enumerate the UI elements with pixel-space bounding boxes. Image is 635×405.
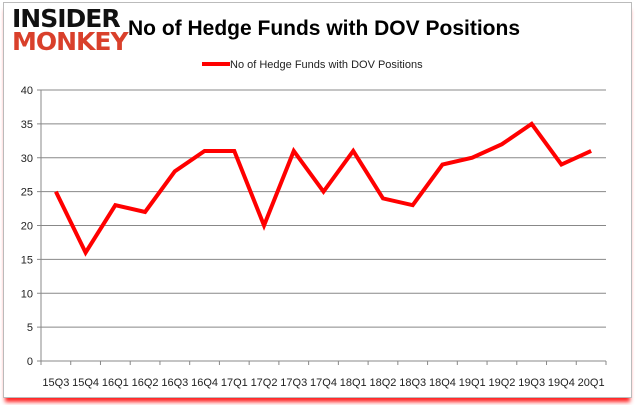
x-tick-label: 18Q3 — [399, 377, 426, 389]
x-tick-label: 17Q2 — [251, 377, 278, 389]
x-tick-label: 18Q4 — [429, 377, 456, 389]
x-tick-label: 17Q4 — [310, 377, 337, 389]
x-tick-label: 19Q2 — [488, 377, 515, 389]
x-tick-label: 16Q1 — [102, 377, 129, 389]
series-line — [54, 121, 592, 257]
x-tick-label: 19Q4 — [548, 377, 575, 389]
x-tick-label: 19Q3 — [518, 377, 545, 389]
chart-title: No of Hedge Funds with DOV Positions — [128, 17, 520, 40]
y-tick-label: 30 — [21, 153, 33, 165]
legend-label: No of Hedge Funds with DOV Positions — [230, 59, 423, 71]
x-tick-label: 16Q2 — [132, 377, 159, 389]
x-tick-label: 19Q1 — [459, 377, 486, 389]
y-tick-label: 0 — [27, 356, 33, 368]
x-tick-label: 17Q1 — [221, 377, 248, 389]
insider-monkey-logo: INSIDER MONKEY — [12, 4, 131, 56]
y-tick-label: 35 — [21, 119, 33, 131]
x-tick-label: 18Q1 — [340, 377, 367, 389]
x-tick-label: 16Q4 — [191, 377, 218, 389]
x-tick-label: 15Q4 — [72, 377, 99, 389]
y-tick-label: 20 — [21, 221, 33, 233]
y-tick-label: 25 — [21, 187, 33, 199]
logo-line2: MONKEY — [12, 27, 130, 56]
y-tick-label: 10 — [21, 288, 33, 300]
logo-line1: INSIDER — [12, 4, 120, 33]
x-tick-label: 17Q3 — [280, 377, 307, 389]
line-chart: INSIDER MONKEY No of Hedge Funds with DO… — [12, 4, 607, 389]
x-tick-label: 20Q1 — [578, 377, 605, 389]
x-tick-label: 15Q3 — [42, 377, 69, 389]
x-tick-label: 18Q2 — [370, 377, 397, 389]
y-tick-label: 40 — [21, 85, 33, 97]
x-tick-label: 16Q3 — [161, 377, 188, 389]
y-tick-label: 15 — [21, 254, 33, 266]
chart-frame: INSIDER MONKEY No of Hedge Funds with DO… — [3, 2, 632, 398]
y-tick-label: 5 — [27, 322, 33, 334]
